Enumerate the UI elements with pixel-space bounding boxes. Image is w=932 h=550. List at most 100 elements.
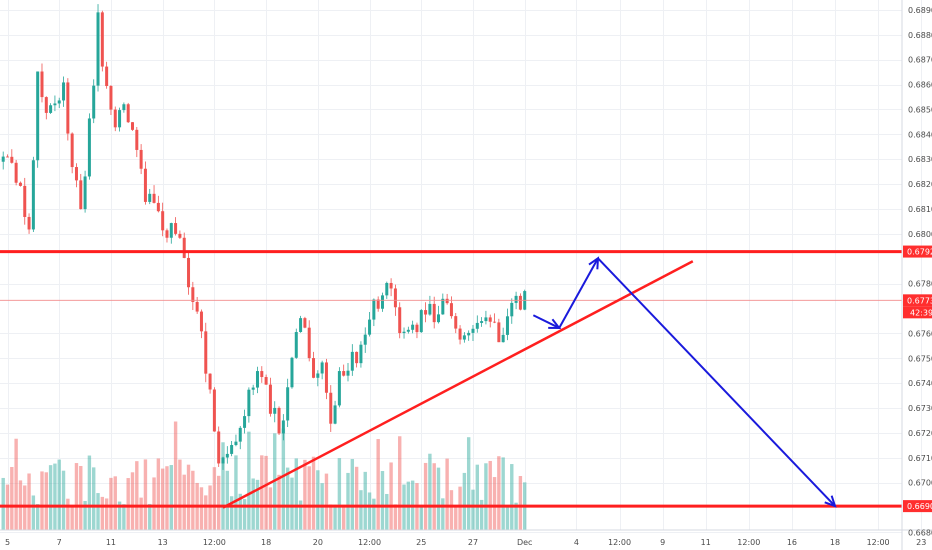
volume-bar — [492, 477, 497, 530]
candle-body — [281, 420, 285, 434]
candle-body — [329, 392, 333, 424]
time-tick-label: 12:00 — [203, 538, 226, 547]
current-price-tag: 0.67733 — [907, 296, 932, 305]
volume-bar — [242, 499, 247, 530]
time-tick-label: 23 — [916, 538, 926, 547]
volume-bar — [113, 476, 117, 530]
candle-body — [191, 287, 195, 302]
candle-body — [217, 431, 221, 464]
volume-bar — [221, 442, 225, 530]
candlesticks — [1, 4, 527, 470]
candle-body — [247, 389, 251, 417]
volume-bar — [156, 458, 161, 530]
projection-arrowhead — [824, 495, 837, 508]
candle-body — [355, 351, 359, 364]
price-tick-label: 0.67200 — [908, 429, 932, 438]
candle-body — [268, 384, 272, 414]
volume-bar — [238, 493, 242, 530]
volume-bar — [260, 455, 264, 530]
volume-bar — [27, 473, 31, 530]
candle-body — [131, 122, 134, 130]
candle-body — [57, 100, 61, 104]
candle-body — [398, 307, 402, 334]
time-tick-label: 18 — [830, 538, 840, 547]
candle-body — [169, 223, 173, 238]
volume-bar — [96, 493, 100, 530]
candle-body — [260, 371, 264, 378]
candle-body — [53, 103, 57, 106]
price-tags: 0.67929 0.66906 0.67733 42:39 — [903, 245, 932, 513]
projection-segment — [597, 257, 836, 507]
volume-bar — [419, 504, 423, 530]
candle-body — [161, 211, 165, 231]
volume-bar — [428, 453, 432, 530]
volume-bar — [341, 504, 346, 530]
price-tick-label: 0.68800 — [908, 31, 932, 40]
volume-bar — [363, 471, 367, 530]
candle-body — [333, 405, 337, 424]
candle-body — [255, 371, 259, 388]
candle-body — [467, 332, 471, 336]
volume-bar — [169, 465, 173, 530]
candle-body — [182, 237, 186, 258]
candle-body — [165, 230, 169, 238]
drawn-lines — [0, 250, 902, 509]
candle-body — [428, 303, 432, 315]
candle-body — [449, 303, 453, 317]
candle-body — [109, 86, 113, 110]
candle-body — [230, 445, 234, 454]
time-tick-label: 27 — [468, 538, 478, 547]
candle-body — [212, 389, 216, 432]
volume-bar — [458, 486, 462, 530]
countdown-tag-bg — [903, 306, 932, 319]
time-tick-label: 16 — [787, 538, 797, 547]
volume-bar — [44, 472, 48, 530]
candle-body — [118, 110, 122, 128]
volume-bar — [61, 470, 66, 530]
candle-body — [406, 329, 410, 332]
candle-body — [445, 298, 449, 304]
volume-bar — [311, 456, 316, 530]
candle-body — [74, 167, 78, 181]
volume-bar — [393, 504, 398, 530]
volume-bar — [122, 504, 126, 530]
volume-bar — [130, 472, 135, 530]
candle-body — [44, 97, 48, 113]
volume-bar — [484, 463, 488, 530]
candle-body — [122, 104, 126, 111]
volume-bar — [337, 458, 342, 530]
time-tick-label: 5 — [5, 538, 10, 547]
candle-body — [18, 182, 22, 186]
candle-body — [156, 202, 160, 212]
volume-bar — [449, 490, 454, 530]
volume-bar — [1, 477, 5, 530]
candle-body — [113, 109, 117, 128]
volume-bar — [462, 472, 467, 530]
candle-body — [152, 193, 156, 203]
price-axis[interactable]: 0.68900 0.68800 0.68700 0.68600 0.68500 0.684… — [908, 6, 932, 538]
volume-bar — [346, 472, 350, 530]
volume-bar — [165, 466, 169, 530]
price-tick-label: 0.67100 — [908, 454, 932, 463]
volume-bar — [70, 506, 74, 530]
price-tick-label: 0.67400 — [908, 379, 932, 388]
time-axis[interactable]: 5 7 11 13 12:00 18 20 12:00 25 27 Dec 4 12:00 9 11 12:0… — [5, 538, 926, 547]
price-tick-label: 0.68700 — [908, 56, 932, 65]
volume-bar — [372, 498, 376, 530]
volume-bar — [109, 477, 113, 530]
trendline — [222, 260, 694, 509]
volume-bar — [285, 467, 290, 530]
volume-bar — [148, 503, 152, 530]
volume-bar — [126, 478, 130, 530]
candle-body — [139, 149, 143, 169]
time-tick-label: 12:00 — [867, 538, 890, 547]
candle-body — [96, 12, 100, 86]
volume-bar — [316, 470, 320, 530]
volume-bar — [234, 455, 238, 530]
volume-bar — [471, 489, 475, 530]
candle-body — [415, 324, 419, 333]
candle-body — [40, 71, 44, 98]
price-tick-label: 0.68500 — [908, 105, 932, 114]
volume-bar — [247, 431, 251, 530]
